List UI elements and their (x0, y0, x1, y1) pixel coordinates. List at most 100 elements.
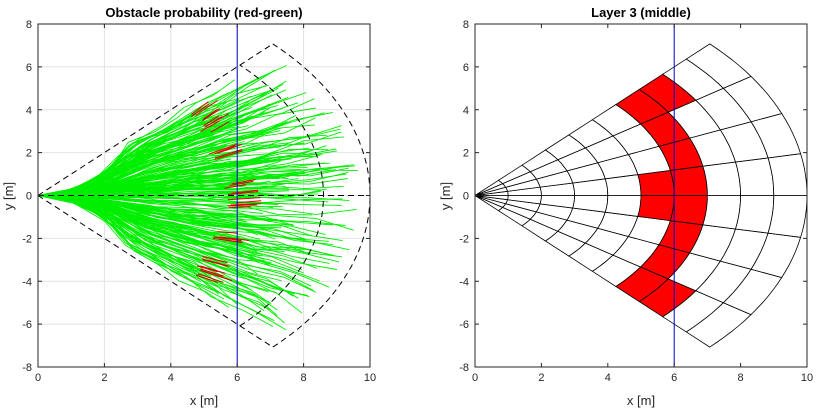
right-x-tick-label: 0 (472, 372, 478, 384)
right-y-tick-label: -4 (459, 276, 469, 288)
left-ray (37, 112, 333, 196)
left-obstacle-segment (200, 265, 226, 274)
left-y-tick-label: 2 (26, 148, 32, 160)
left-obstacle-segment (191, 101, 209, 115)
right-y-tick-label: -6 (459, 319, 469, 331)
left-obstacle-segment (203, 108, 218, 120)
left-obstacle-segment (214, 150, 243, 160)
left-ray (37, 164, 244, 196)
polar-cell (604, 195, 642, 217)
left-obstacle-segment (218, 238, 243, 243)
right-title: Layer 3 (middle) (591, 5, 691, 20)
left-obstacle-segment (200, 269, 224, 278)
left-inner-arc (239, 64, 325, 327)
right-x-tick-label: 10 (801, 372, 813, 384)
left-ray (37, 178, 299, 196)
left-ray (37, 195, 258, 275)
left-obstacle-segment (231, 189, 259, 194)
left-ray (37, 122, 287, 196)
left-obstacle-segment (208, 144, 237, 155)
left-ray (37, 195, 304, 240)
right-y-tick-label: 0 (463, 191, 469, 203)
left-y-tick-label: 0 (26, 191, 32, 203)
left-x-tick-label: 0 (35, 372, 41, 384)
right-x-tick-label: 6 (671, 372, 677, 384)
right-y-tick-label: 4 (463, 105, 469, 117)
polar-cell (669, 195, 708, 226)
polar-cell (685, 43, 752, 89)
left-y-tick-label: 6 (26, 62, 32, 74)
right-y-tick-label: -8 (459, 362, 469, 374)
left-obstacle-segment (195, 274, 218, 283)
right-y-tick-label: 8 (463, 19, 469, 31)
left-ray (37, 195, 342, 206)
left-obstacle-segment (227, 197, 261, 201)
left-x-tick-label: 8 (301, 372, 307, 384)
left-obstacle-segment (217, 143, 243, 154)
left-ray (37, 191, 319, 198)
polar-cell (669, 165, 708, 196)
left-x-tick-label: 4 (168, 372, 174, 384)
left-ray (37, 195, 294, 226)
left-ray (37, 195, 271, 310)
right-y-ticks: -8 -6 -4 -2 0 2 4 6 8 (459, 19, 807, 374)
polar-cell (734, 157, 775, 196)
left-x-tick-label: 2 (101, 372, 107, 384)
left-obstacle-segment (202, 259, 229, 267)
left-obstacle-segment (230, 203, 262, 206)
left-y-tick-label: -6 (22, 319, 32, 331)
polar-cell (637, 195, 675, 222)
left-y-tick-label: 4 (26, 105, 32, 117)
left-ray (37, 195, 330, 264)
left-boundary-edge (37, 195, 274, 348)
left-x-label: x [m] (190, 393, 218, 408)
left-ray (37, 195, 274, 327)
right-x-tick-label: 4 (605, 372, 611, 384)
left-y-label: y [m] (1, 182, 16, 210)
right-x-ticks: 0 2 4 6 8 10 (472, 24, 813, 384)
left-boundary-edge (37, 43, 274, 196)
left-x-ticks: 0 2 4 6 8 10 (35, 24, 376, 384)
left-obstacle-segment (203, 115, 219, 127)
left-x-tick-label: 6 (234, 372, 240, 384)
left-obstacle-segment (202, 256, 228, 263)
left-obstacle-segment (231, 179, 256, 185)
left-ray (37, 131, 342, 196)
polar-cell (702, 195, 742, 230)
left-x-tick-label: 10 (364, 372, 376, 384)
right-x-label: x [m] (627, 393, 655, 408)
left-ray (37, 195, 310, 298)
left-obstacle-segment (229, 180, 254, 186)
left-obstacle-segment (227, 191, 259, 196)
left-obstacle-segment (195, 100, 218, 116)
left-y-tick-label: -4 (22, 276, 32, 288)
left-obstacle-segment (202, 108, 221, 122)
right-y-label: y [m] (438, 182, 453, 210)
polar-cell (767, 195, 808, 238)
left-title: Obstacle probability (red-green) (105, 5, 302, 20)
left-ray (37, 195, 242, 247)
right-polar-cells (474, 43, 808, 348)
left-y-tick-label: -2 (22, 233, 32, 245)
left-y-tick-label: 8 (26, 19, 32, 31)
left-y-ticks: -8 -6 -4 -2 0 2 4 6 8 (22, 19, 370, 374)
right-chart: 0 2 4 6 8 10 -8 -6 -4 -2 0 2 4 6 8 Layer 3 (middle) x… (438, 5, 813, 408)
right-x-tick-label: 8 (738, 372, 744, 384)
left-obstacle-segment (190, 103, 210, 118)
right-y-tick-label: 6 (463, 62, 469, 74)
left-sensor-boundary (37, 43, 371, 348)
polar-cell (767, 153, 808, 196)
polar-cell (702, 161, 742, 196)
left-obstacle-segment (200, 268, 224, 277)
left-y-tick-label: -8 (22, 362, 32, 374)
left-obstacle-segment (227, 204, 258, 207)
left-obstacle-segment (204, 113, 229, 128)
left-obstacle-segment (196, 265, 218, 273)
left-chart: 0 2 4 6 8 10 -8 -6 -4 -2 0 2 4 6 8 Obstacle probabili… (1, 5, 376, 408)
right-y-tick-label: 2 (463, 148, 469, 160)
left-obstacle-segment (214, 145, 236, 155)
left-obstacle-segment (217, 231, 238, 234)
left-ray (37, 195, 287, 331)
right-y-tick-label: -2 (459, 233, 469, 245)
